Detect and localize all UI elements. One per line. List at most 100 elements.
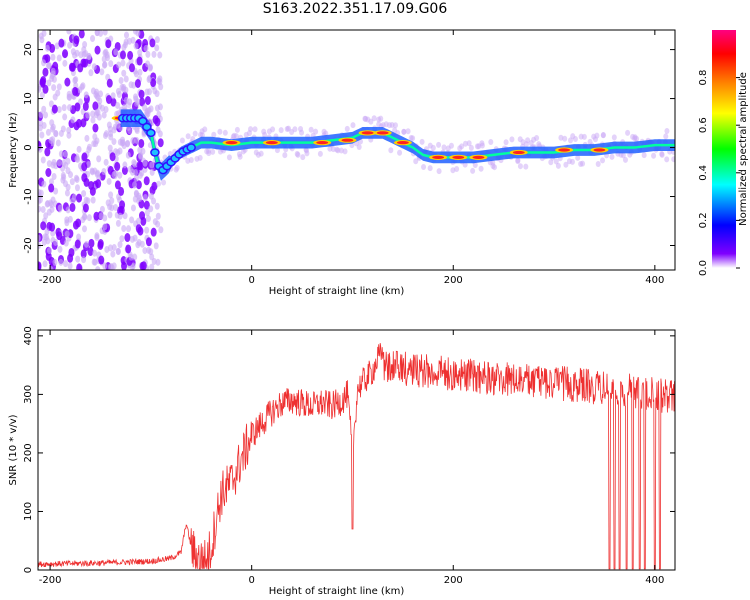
- noise-blob: [95, 266, 101, 270]
- noise-blob: [40, 156, 46, 164]
- noise-blob: [116, 90, 122, 98]
- noise-blob: [81, 162, 88, 172]
- ridge-halo: [641, 152, 647, 159]
- noise-blob: [63, 260, 69, 268]
- snr-xtick-label: -200: [39, 575, 62, 586]
- noise-blob: [85, 197, 91, 205]
- ridge-halo: [620, 152, 626, 159]
- noise-blob: [48, 199, 54, 207]
- ridge-halo: [517, 163, 523, 170]
- noise-blob: [48, 137, 54, 145]
- ridge-halo: [226, 154, 232, 161]
- snr-ytick-label: 0: [23, 567, 34, 573]
- noise-blob: [76, 233, 82, 241]
- ridge-halo: [304, 150, 310, 157]
- noise-blob: [122, 161, 128, 169]
- noise-blob: [101, 61, 107, 69]
- noise-blob: [51, 158, 57, 166]
- noise-blob: [150, 78, 157, 88]
- noise-blob: [90, 87, 96, 95]
- noise-blob: [118, 77, 124, 85]
- snr-series-line: [38, 342, 675, 570]
- noise-blob: [138, 138, 145, 148]
- noise-blob: [118, 186, 125, 196]
- noise-blob: [130, 137, 136, 145]
- noise-blob: [149, 263, 155, 270]
- ridge-halo: [468, 144, 474, 151]
- ridge-halo: [459, 143, 465, 150]
- ridge-halo: [188, 157, 194, 164]
- noise-blob: [88, 180, 95, 190]
- spectrogram-xtick-label: 400: [645, 275, 664, 286]
- noise-blob: [49, 119, 55, 127]
- ridge-halo: [525, 137, 531, 144]
- noise-blob: [39, 91, 45, 99]
- noise-blob: [86, 214, 92, 222]
- hot-spot-core: [558, 148, 571, 152]
- ridge-halo: [222, 129, 228, 136]
- noise-blob: [98, 255, 105, 265]
- noise-blob: [154, 117, 161, 127]
- noise-blob: [68, 171, 74, 179]
- noise-blob: [149, 168, 155, 176]
- noise-blob: [74, 239, 81, 249]
- noise-blob: [137, 49, 143, 57]
- ridge-band: [120, 109, 675, 181]
- noise-blob: [90, 196, 96, 204]
- noise-blob: [48, 183, 55, 193]
- noise-blob: [68, 62, 75, 72]
- noise-blob: [56, 159, 62, 167]
- noise-blob: [76, 263, 83, 270]
- noise-blob: [87, 246, 94, 256]
- noise-blob: [133, 190, 139, 198]
- noise-blob: [41, 105, 47, 113]
- ridge-halo: [388, 147, 394, 154]
- noise-blob: [144, 107, 150, 115]
- ridge-halo: [313, 128, 319, 135]
- noise-blob: [92, 133, 98, 141]
- noise-blob: [119, 50, 126, 60]
- noise-blob: [134, 136, 140, 144]
- noise-blob: [67, 215, 73, 223]
- colorbar-tick-label: 0.2: [698, 212, 709, 228]
- hot-spot-core: [316, 141, 329, 145]
- noise-blob: [70, 116, 76, 124]
- spectrogram-ytick-label: 20: [23, 43, 34, 56]
- hot-spot-core: [376, 131, 389, 135]
- noise-blob: [92, 249, 98, 257]
- noise-blob: [125, 225, 131, 233]
- noise-blob: [45, 251, 52, 261]
- ridge-halo: [503, 139, 509, 146]
- ridge-halo: [202, 126, 208, 133]
- noise-blob: [126, 37, 132, 45]
- ridge-halo: [234, 126, 240, 133]
- noise-blob: [136, 56, 143, 66]
- snr-plot: -200 0 200 400 0 100 200 300 400 Height of straig…: [8, 326, 676, 597]
- noise-blob: [105, 54, 111, 62]
- noise-blob: [151, 257, 157, 265]
- spectrogram-plot: -200 0 200 400 -20 -10 0 10 20 Height of straight…: [8, 29, 676, 297]
- noise-blob: [75, 255, 81, 263]
- noise-blob: [81, 225, 87, 233]
- noise-blob: [56, 54, 62, 62]
- spectrogram-ytick-label: -10: [23, 188, 34, 204]
- ridge-halo: [174, 164, 180, 171]
- noise-blob: [62, 59, 68, 67]
- ridge-halo: [308, 126, 314, 133]
- noise-blob: [145, 215, 151, 223]
- ridge-halo: [454, 166, 460, 173]
- noise-blob: [102, 223, 108, 231]
- noise-blob: [62, 49, 69, 59]
- noise-blob: [115, 101, 121, 109]
- noise-blob: [41, 238, 47, 246]
- noise-blob: [80, 82, 86, 90]
- ridge-halo: [509, 136, 515, 143]
- hot-spot-core: [265, 141, 278, 145]
- noise-blob: [108, 191, 114, 199]
- ridge-halo: [575, 154, 581, 161]
- noise-blob: [158, 226, 164, 234]
- noise-blob: [133, 42, 139, 50]
- noise-blob: [49, 205, 55, 213]
- noise-blob: [88, 69, 94, 77]
- noise-blob: [57, 245, 63, 253]
